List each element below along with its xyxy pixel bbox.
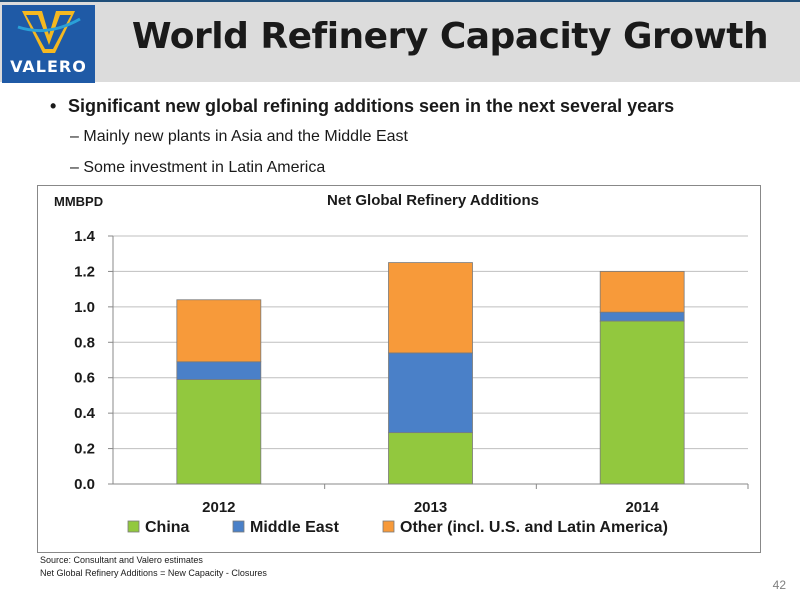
sub-bullet-1: – Mainly new plants in Asia and the Midd…	[70, 128, 408, 146]
sub-bullet-dash: –	[70, 128, 79, 145]
header: VALERO World Refinery Capacity Growth	[0, 0, 800, 83]
legend-swatch	[232, 520, 245, 533]
x-tick-label: 2013	[414, 499, 447, 516]
bullet-dot: •	[50, 96, 57, 116]
bar-segment	[388, 352, 473, 434]
y-tick-label: 1.0	[74, 299, 95, 316]
sub-bullet-dash: –	[70, 159, 79, 176]
x-tick-label: 2012	[202, 499, 235, 516]
chart-title: Net Global Refinery Additions	[327, 192, 539, 209]
x-tick-label: 2014	[625, 499, 659, 516]
legend-label: Other (incl. U.S. and Latin America)	[400, 519, 668, 536]
definition-footnote: Net Global Refinery Additions = New Capa…	[40, 568, 267, 578]
y-tick-label: 1.4	[74, 228, 96, 245]
main-bullet: • Significant new global refining additio…	[50, 96, 674, 117]
bar-segment	[176, 361, 262, 380]
sub-bullet-1-text: Mainly new plants in Asia and the Middle…	[83, 128, 408, 145]
bar-segment	[388, 262, 473, 354]
bar-segment	[599, 311, 685, 322]
y-axis-label: MMBPD	[54, 194, 103, 209]
y-tick-label: 0.2	[74, 441, 95, 458]
stacked-bar-chart: 0.0 0.2 0.4 0.6 0.8 1.0 1.2 1.4 Net Global Refin…	[54, 192, 749, 536]
y-tick-label: 0.4	[74, 405, 96, 422]
bar-segment	[176, 379, 262, 485]
bar-segment	[176, 299, 262, 363]
main-bullet-text: Significant new global refining addition…	[68, 96, 675, 116]
legend-swatch	[382, 520, 395, 533]
y-tick-label: 0.8	[74, 334, 95, 351]
sub-bullet-2: – Some investment in Latin America	[70, 159, 325, 177]
legend-label: Middle East	[250, 519, 340, 536]
sub-bullet-2-text: Some investment in Latin America	[83, 159, 326, 176]
valero-v-emblem-icon	[17, 11, 81, 53]
y-tick-label: 0.6	[74, 370, 95, 387]
logo-text: VALERO	[10, 57, 87, 76]
bar-segment	[599, 271, 685, 313]
source-footnote: Source: Consultant and Valero estimates	[40, 555, 203, 565]
page-number: 42	[772, 578, 786, 592]
bar-segment	[388, 432, 473, 485]
y-tick-label: 1.2	[74, 263, 95, 280]
legend-swatch	[127, 520, 140, 533]
legend-label: China	[145, 519, 190, 536]
bar-segment	[599, 320, 685, 485]
page-title: World Refinery Capacity Growth	[131, 16, 769, 57]
y-tick-label: 0.0	[74, 476, 95, 493]
valero-logo: VALERO	[2, 5, 95, 83]
chart-container: 0.0 0.2 0.4 0.6 0.8 1.0 1.2 1.4 Net Global Refin…	[37, 185, 761, 553]
